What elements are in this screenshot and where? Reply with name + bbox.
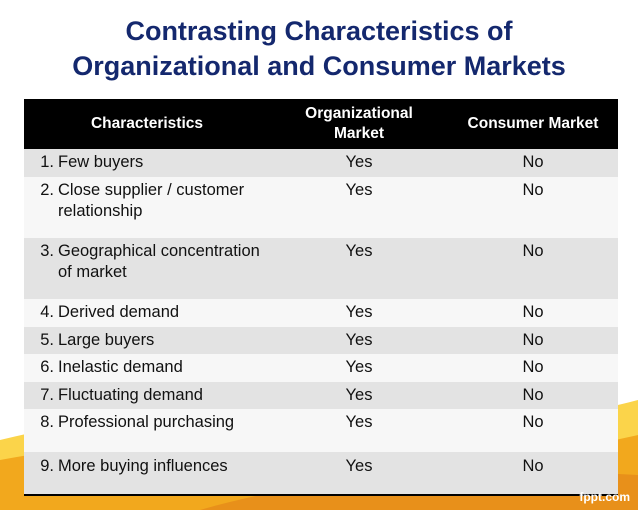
row-number: 4. (40, 303, 54, 321)
row-org-value: Yes (345, 413, 373, 431)
row-consumer-value: No (522, 181, 544, 199)
row-consumer-value: No (522, 358, 544, 376)
table-row: 6. Inelastic demand Yes No (24, 354, 618, 382)
row-org-value: Yes (345, 153, 373, 171)
row-number: 5. (40, 331, 54, 349)
row-characteristic: Professional purchasing (58, 413, 235, 431)
table-header: Characteristics Organizational Market Con… (24, 99, 618, 149)
row-org-value: Yes (345, 386, 373, 404)
row-org-value: Yes (345, 303, 373, 321)
table-row: 9. More buying influences Yes No (24, 452, 618, 494)
row-consumer-value: No (522, 331, 544, 349)
row-characteristic: Geographical concentration of market (58, 242, 260, 281)
table-row: 8. Professional purchasing Yes No (24, 409, 618, 452)
table-row: 7. Fluctuating demand Yes No (24, 382, 618, 409)
title-line-1: Contrasting Characteristics of (125, 16, 513, 46)
row-number: 3. (40, 242, 54, 260)
row-number: 7. (40, 386, 54, 404)
row-characteristic: Inelastic demand (58, 358, 183, 376)
row-characteristic: More buying influences (58, 457, 228, 475)
row-consumer-value: No (522, 242, 544, 260)
header-consumer-market: Consumer Market (467, 115, 599, 132)
row-consumer-value: No (522, 413, 544, 431)
row-number: 2. (40, 181, 54, 199)
comparison-table: Characteristics Organizational Market Con… (24, 99, 618, 496)
row-consumer-value: No (522, 457, 544, 475)
row-org-value: Yes (345, 457, 373, 475)
row-characteristic: Large buyers (58, 331, 155, 349)
table-row: 3. Geographical concentration of market Y… (24, 238, 618, 299)
row-org-value: Yes (345, 242, 373, 260)
row-characteristic: Fluctuating demand (58, 386, 203, 404)
header-organizational-market: Organizational Market (305, 105, 413, 142)
row-org-value: Yes (345, 181, 373, 199)
row-org-value: Yes (345, 358, 373, 376)
row-consumer-value: No (522, 303, 544, 321)
table-row: 1. Few buyers Yes No (24, 149, 618, 177)
table-row: 4. Derived demand Yes No (24, 299, 618, 327)
slide-title: Contrasting Characteristics of Organizat… (0, 14, 638, 84)
table-row: 5. Large buyers Yes No (24, 327, 618, 354)
row-characteristic: Few buyers (58, 153, 144, 171)
row-consumer-value: No (522, 386, 544, 404)
row-consumer-value: No (522, 153, 544, 171)
row-characteristic: Derived demand (58, 303, 180, 321)
header-characteristics: Characteristics (90, 115, 203, 132)
row-number: 8. (40, 413, 54, 431)
table-row: 2. Close supplier / customer relationship… (24, 177, 618, 238)
row-number: 9. (40, 457, 54, 475)
row-org-value: Yes (345, 331, 373, 349)
row-number: 1. (40, 153, 54, 171)
row-characteristic: Close supplier / customer relationship (58, 181, 245, 220)
brand-watermark: fppt.com (579, 490, 630, 504)
title-line-2: Organizational and Consumer Markets (72, 51, 566, 81)
row-number: 6. (40, 358, 54, 376)
